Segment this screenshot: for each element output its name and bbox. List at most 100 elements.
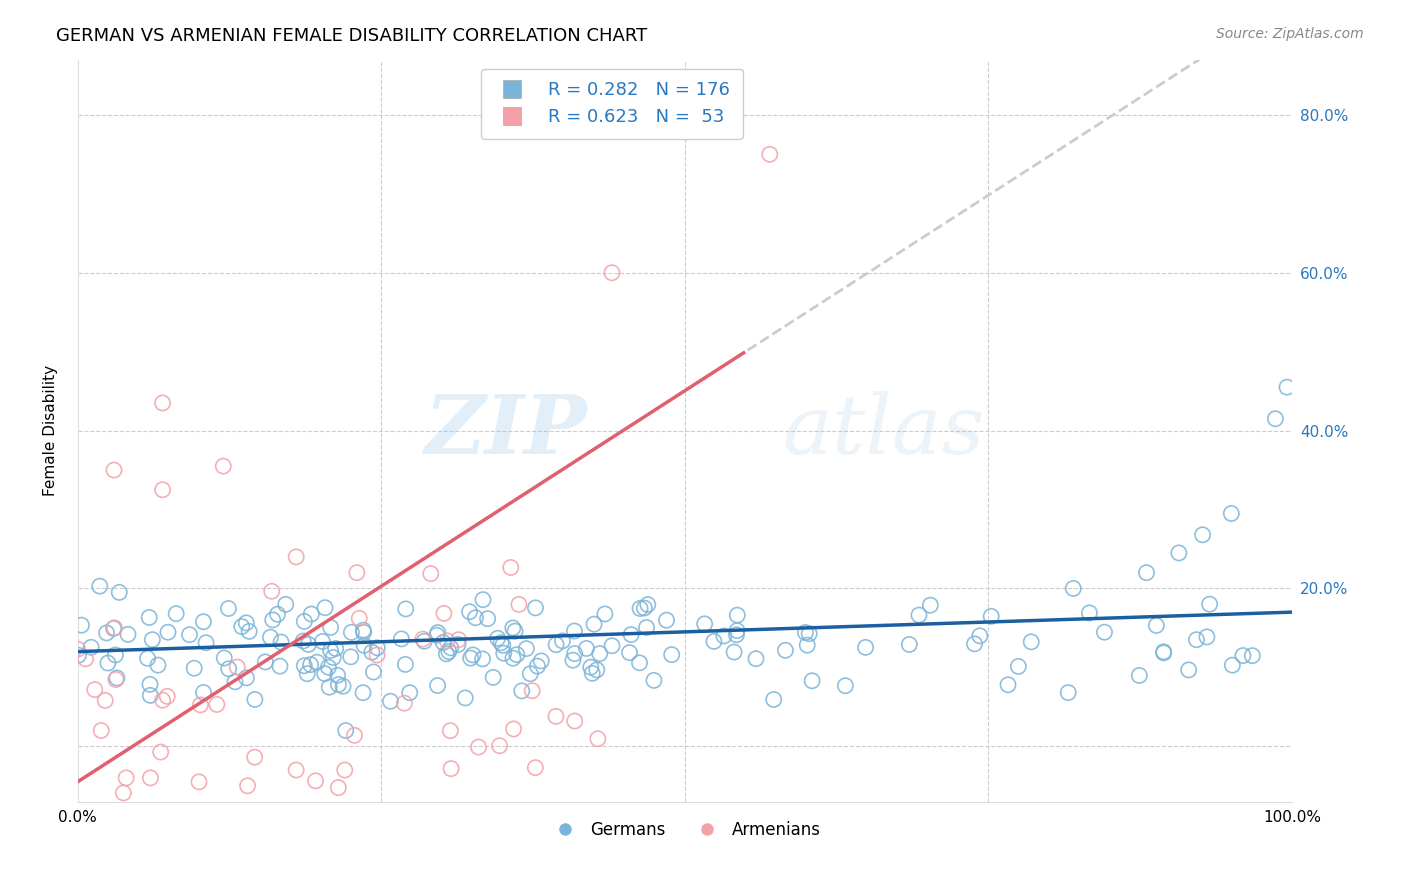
Point	[156, 625, 179, 640]
Point	[311, 634, 333, 648]
Point	[243, 692, 266, 706]
Point	[179, 628, 201, 642]
Point	[585, 663, 607, 677]
Point	[502, 651, 524, 665]
Point	[285, 763, 308, 777]
Point	[394, 696, 416, 710]
Point	[94, 693, 117, 707]
Point	[503, 624, 526, 639]
Point	[1177, 663, 1199, 677]
Point	[454, 690, 477, 705]
Point	[235, 615, 257, 630]
Point	[75, 652, 97, 666]
Point	[319, 643, 342, 657]
Point	[326, 668, 349, 682]
Point	[328, 677, 350, 691]
Point	[997, 678, 1019, 692]
Point	[292, 658, 315, 673]
Point	[508, 598, 530, 612]
Point	[80, 640, 103, 655]
Point	[551, 633, 574, 648]
Point	[725, 608, 748, 623]
Point	[522, 683, 544, 698]
Point	[314, 666, 336, 681]
Point	[67, 648, 90, 663]
Point	[343, 728, 366, 742]
Point	[440, 640, 463, 655]
Point	[297, 637, 319, 651]
Point	[447, 638, 470, 652]
Point	[643, 673, 665, 688]
Point	[546, 638, 568, 652]
Point	[589, 647, 612, 661]
Point	[579, 660, 602, 674]
Point	[544, 709, 567, 723]
Point	[260, 584, 283, 599]
Point	[801, 673, 824, 688]
Point	[328, 780, 350, 795]
Point	[259, 630, 281, 644]
Point	[292, 634, 315, 648]
Point	[299, 657, 322, 672]
Point	[89, 579, 111, 593]
Point	[412, 632, 434, 646]
Point	[693, 616, 716, 631]
Point	[165, 607, 187, 621]
Point	[1057, 685, 1080, 699]
Point	[489, 636, 512, 650]
Point	[499, 560, 522, 574]
Point	[1144, 618, 1167, 632]
Point	[395, 602, 418, 616]
Point	[97, 656, 120, 670]
Point	[524, 600, 547, 615]
Point	[467, 740, 489, 755]
Point	[1128, 668, 1150, 682]
Point	[908, 608, 931, 623]
Point	[285, 549, 308, 564]
Point	[637, 598, 659, 612]
Point	[1153, 646, 1175, 660]
Point	[713, 629, 735, 643]
Point	[1191, 528, 1213, 542]
Point	[96, 626, 118, 640]
Point	[112, 786, 135, 800]
Point	[1007, 659, 1029, 673]
Point	[212, 459, 235, 474]
Point	[723, 645, 745, 659]
Point	[775, 643, 797, 657]
Point	[360, 645, 382, 659]
Point	[333, 763, 356, 777]
Point	[586, 731, 609, 746]
Point	[581, 666, 603, 681]
Point	[898, 638, 921, 652]
Point	[799, 626, 821, 640]
Y-axis label: Female Disability: Female Disability	[44, 365, 58, 496]
Point	[115, 771, 138, 785]
Point	[188, 775, 211, 789]
Point	[117, 627, 139, 641]
Point	[426, 679, 449, 693]
Point	[661, 648, 683, 662]
Point	[366, 640, 388, 655]
Point	[205, 698, 228, 712]
Point	[855, 640, 877, 655]
Point	[292, 615, 315, 629]
Point	[725, 624, 748, 638]
Point	[600, 266, 623, 280]
Point	[963, 637, 986, 651]
Point	[139, 771, 162, 785]
Point	[1153, 645, 1175, 659]
Point	[575, 641, 598, 656]
Point	[524, 761, 547, 775]
Point	[70, 618, 93, 632]
Point	[366, 648, 388, 662]
Point	[434, 647, 457, 661]
Point	[439, 723, 461, 738]
Point	[561, 653, 583, 667]
Point	[426, 625, 449, 640]
Point	[1198, 597, 1220, 611]
Point	[139, 689, 162, 703]
Point	[564, 714, 586, 728]
Point	[759, 147, 782, 161]
Point	[1078, 606, 1101, 620]
